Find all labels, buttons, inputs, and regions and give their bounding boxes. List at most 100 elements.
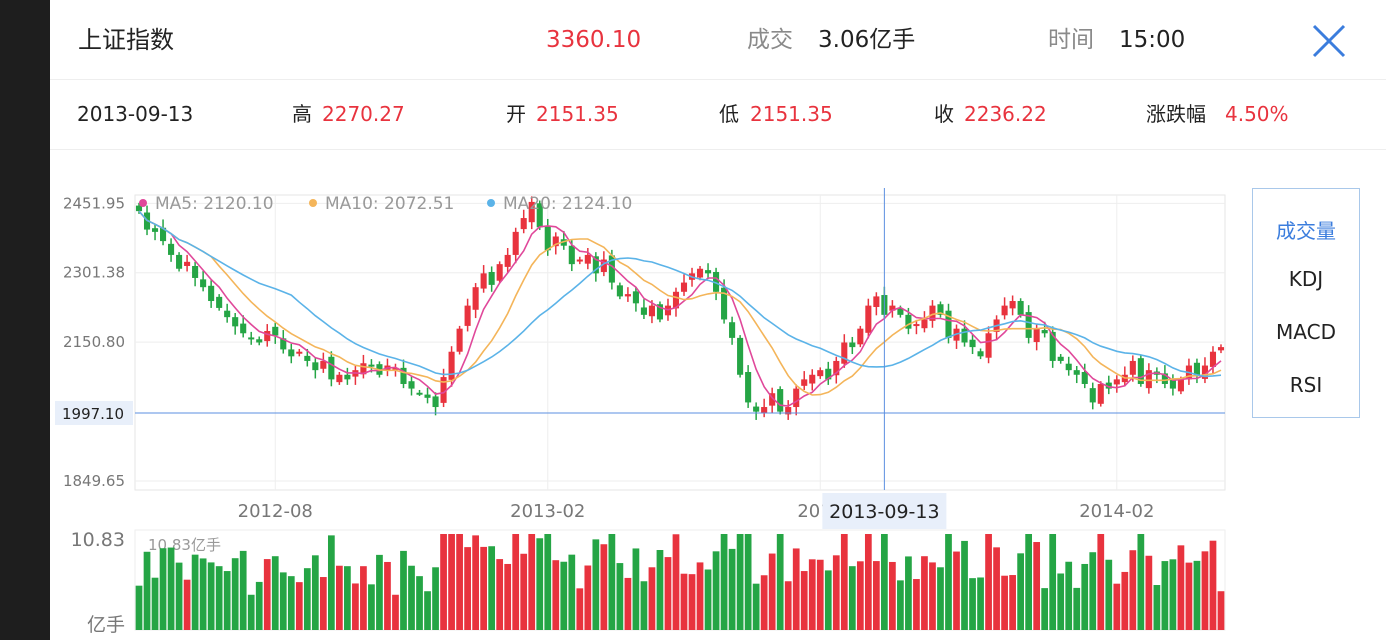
crosshair-date-label: 2013-09-13 [829,501,939,523]
candle-body [344,374,351,380]
volume-bar [231,558,239,630]
candle-body [360,363,367,375]
candle-body [440,377,447,403]
candle-body [624,294,631,297]
candle-body [280,338,287,350]
volume-bar [832,555,840,630]
candle-body [168,243,175,255]
volume-bar [247,594,255,630]
candle-body [865,305,872,333]
volume-bar [688,574,696,630]
candle-body [753,406,760,412]
volume-bar [199,558,207,630]
candle-body [151,228,159,232]
volume-bar [760,575,768,630]
candle-body [536,203,543,228]
volume-bar [608,534,616,630]
volume-bar [488,546,496,630]
y-tick-label: 1849.65 [63,472,125,490]
candle-body [528,201,535,223]
indicator-volume[interactable]: 成交量 [1276,219,1336,243]
volume-bar [897,580,904,630]
volume-bar [392,594,399,630]
volume-max-label: 10.83 [71,529,125,551]
candle-body [841,342,848,364]
y-tick-label: 2150.80 [63,333,125,351]
high-value: 2270.27 [322,102,405,126]
candle-body [793,388,800,408]
candle-body [368,364,375,367]
volume-bar [1041,588,1049,630]
candle-body [288,349,295,357]
detail-row: 2013-09-13 高 2270.27 开 2151.35 低 2151.35… [50,80,1386,150]
legend-dot [139,199,147,207]
price-axis: 2451.95 2301.38 2150.80 1849.65 [63,194,125,490]
legend-label: MA20: 2124.10 [503,194,632,214]
candle-body [1113,379,1120,385]
legend-dot [309,199,317,207]
candle-body [817,370,824,377]
volume-bar [1121,571,1129,630]
volume-bar [664,557,672,630]
candle-body [1193,362,1200,375]
candle-body [1169,379,1176,389]
kline-chart[interactable]: 2451.95 2301.38 2150.80 1849.65 MA5: 2120.1… [50,150,1250,640]
candle-body [432,396,439,408]
candle-body [544,225,551,251]
volume-bar [1025,534,1033,630]
y-tick-label: 2301.38 [63,264,125,282]
volume-bar [808,559,816,630]
volume-bar [552,560,560,630]
candle-body [801,379,808,386]
candle-body [208,285,215,302]
index-title: 上证指数 [78,26,174,54]
close-icon[interactable] [1312,24,1346,58]
candle-body [1129,360,1136,375]
change-value: 4.50% [1225,102,1289,126]
volume-bar [1217,591,1225,630]
candle-body [1081,372,1088,384]
candle-body [905,314,912,329]
indicator-kdj[interactable]: KDJ [1288,267,1324,291]
indicator-rsi[interactable]: RSI [1289,373,1323,397]
volume-bar [592,539,600,630]
candle-body [216,296,223,308]
volume-bar [135,585,143,630]
candle-body [520,218,527,230]
low-label: 低 [719,102,739,126]
indicator-macd[interactable]: MACD [1276,320,1336,344]
volume-unit: 亿手 [87,614,125,636]
crosshair-date-box [822,493,947,529]
volume-bar [352,583,359,630]
candle-body [985,333,992,358]
volume-bar [1089,552,1097,630]
candle-body [696,268,704,278]
candle-body [929,305,936,321]
volume-bar [472,535,479,630]
candle-body [1033,328,1040,343]
volume-bar [1113,583,1121,630]
volume-bar [1001,575,1008,630]
volume-bar [400,550,407,630]
volume-bar [295,582,303,630]
volume-bar [1009,575,1016,630]
candle-body [713,271,720,292]
high-label: 高 [292,102,312,126]
candle-body [1057,356,1064,361]
volume-bar [167,547,175,630]
volume-bar [889,561,896,630]
candle-body [680,282,688,292]
candle-body [977,351,984,357]
volume-bar [424,591,431,630]
legend-label: MA5: 2120.10 [155,194,274,214]
volume-bar [872,561,880,630]
volume-bar [416,576,423,630]
ma10-line [138,210,1222,396]
volume-bar [1177,545,1185,630]
candle-body [809,374,816,384]
candle-body [224,310,231,318]
volume-bar [768,553,776,630]
volume-bar [528,534,536,630]
